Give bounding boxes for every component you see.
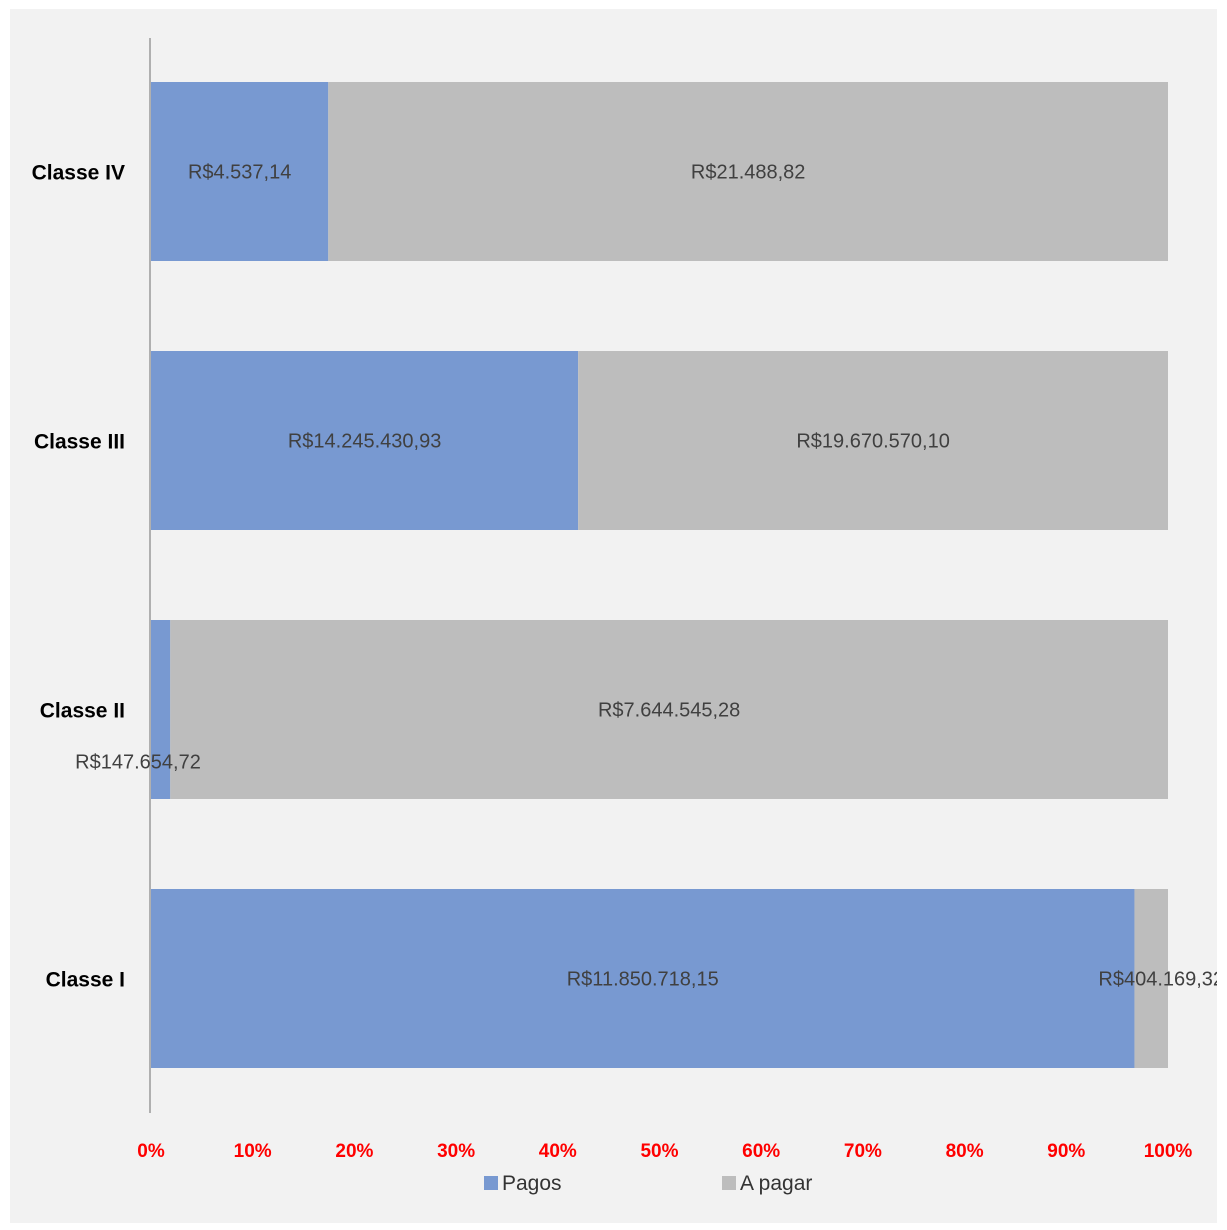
x-tick-label-4: 40% bbox=[539, 1141, 577, 1162]
data-label-pagos-3: R$14.245.430,93 bbox=[288, 431, 441, 453]
bars-layer bbox=[151, 82, 1168, 1068]
category-label-4: Classe IV bbox=[32, 162, 125, 185]
bar-pagos-3 bbox=[151, 351, 579, 530]
data-label-a-pagar-3: R$19.670.570,10 bbox=[796, 431, 949, 453]
data-label-a-pagar-2: R$7.644.545,28 bbox=[598, 700, 740, 722]
bar-pagos-4 bbox=[151, 82, 329, 261]
legend-label-pagos: Pagos bbox=[502, 1172, 562, 1195]
data-label-pagos-2: R$147.654,72 bbox=[75, 752, 201, 774]
category-label-1: Classe I bbox=[46, 969, 125, 992]
data-label-pagos-4: R$4.537,14 bbox=[188, 162, 291, 184]
x-tick-label-8: 80% bbox=[946, 1141, 984, 1162]
x-tick-label-1: 10% bbox=[234, 1141, 272, 1162]
category-label-3: Classe III bbox=[34, 431, 125, 454]
x-tick-label-10: 100% bbox=[1144, 1141, 1193, 1162]
bar-pagos-1 bbox=[151, 889, 1135, 1068]
chart-area: Classe I Classe II Classe III Classe IV R$1… bbox=[10, 9, 1217, 1223]
x-axis-ticks: 0% 10% 20% 30% 40% 50% 60% 70% 80% 90% 100% bbox=[137, 1141, 1192, 1162]
data-label-a-pagar-1: R$404.169,32 bbox=[1098, 969, 1217, 991]
legend-swatch-pagos bbox=[484, 1176, 498, 1190]
x-tick-label-5: 50% bbox=[640, 1141, 678, 1162]
bar-a-pagar-4 bbox=[328, 82, 1168, 261]
x-tick-label-3: 30% bbox=[437, 1141, 475, 1162]
stacked-bar-chart: Classe I Classe II Classe III Classe IV R$1… bbox=[32, 38, 1217, 1195]
x-tick-label-7: 70% bbox=[844, 1141, 882, 1162]
bar-pagos-2 bbox=[151, 620, 171, 799]
data-labels: R$11.850.718,15 R$404.169,32 R$147.654,72 R… bbox=[75, 162, 1217, 991]
legend-swatch-a-pagar bbox=[722, 1176, 736, 1190]
bar-a-pagar-3 bbox=[578, 351, 1168, 530]
legend: Pagos A pagar bbox=[484, 1172, 812, 1195]
x-tick-label-6: 60% bbox=[742, 1141, 780, 1162]
x-tick-label-9: 90% bbox=[1047, 1141, 1085, 1162]
x-tick-label-2: 20% bbox=[335, 1141, 373, 1162]
data-label-a-pagar-4: R$21.488,82 bbox=[691, 162, 806, 184]
category-labels: Classe I Classe II Classe III Classe IV bbox=[32, 162, 125, 992]
legend-label-a-pagar: A pagar bbox=[740, 1172, 812, 1195]
bar-a-pagar-2 bbox=[170, 620, 1168, 799]
x-tick-label-0: 0% bbox=[137, 1141, 165, 1162]
category-label-2: Classe II bbox=[40, 700, 125, 723]
data-label-pagos-1: R$11.850.718,15 bbox=[567, 969, 719, 991]
bar-a-pagar-1 bbox=[1134, 889, 1168, 1068]
